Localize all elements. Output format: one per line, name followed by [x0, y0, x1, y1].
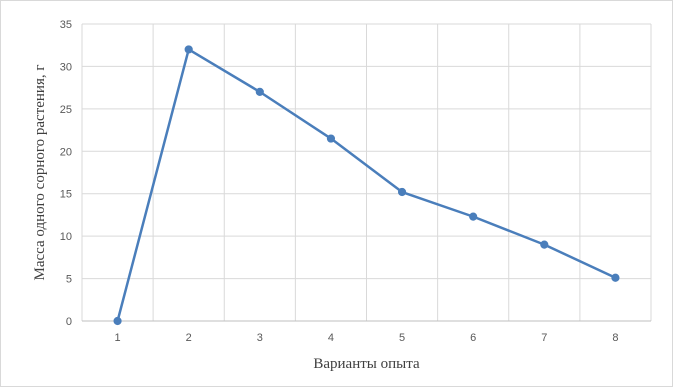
x-axis-ticks: 1 2 3 4 5 6 7 8 — [115, 332, 619, 344]
data-point — [255, 87, 264, 96]
data-point — [397, 187, 407, 197]
y-axis-title: Масса одного сорного растения, г — [32, 64, 48, 280]
y-tick-label: 20 — [60, 146, 72, 158]
y-tick-label: 25 — [60, 104, 72, 116]
y-tick-label: 15 — [60, 189, 72, 201]
x-tick-label: 2 — [186, 332, 192, 344]
series — [113, 45, 620, 326]
data-point — [184, 45, 193, 54]
y-tick-label: 0 — [66, 316, 72, 328]
y-tick-label: 30 — [60, 61, 72, 73]
series-line — [116, 48, 616, 322]
data-point — [326, 134, 336, 143]
data-point — [540, 240, 549, 249]
y-tick-label: 10 — [60, 231, 72, 243]
x-tick-label: 6 — [470, 332, 476, 344]
grid — [81, 23, 652, 321]
y-axis-ticks: 0 5 10 15 20 25 30 35 — [60, 19, 72, 328]
y-tick-label: 5 — [66, 274, 72, 286]
x-tick-label: 8 — [612, 332, 618, 344]
data-point — [469, 212, 478, 221]
x-tick-label: 7 — [541, 332, 547, 344]
data-point — [113, 316, 122, 326]
x-tick-label: 1 — [115, 332, 121, 344]
data-point — [611, 273, 620, 282]
x-axis-title: Варианты опыта — [313, 356, 420, 372]
x-tick-label: 3 — [257, 332, 263, 344]
y-tick-label: 35 — [60, 19, 72, 31]
x-tick-label: 5 — [399, 332, 405, 344]
x-tick-label: 4 — [328, 332, 334, 344]
